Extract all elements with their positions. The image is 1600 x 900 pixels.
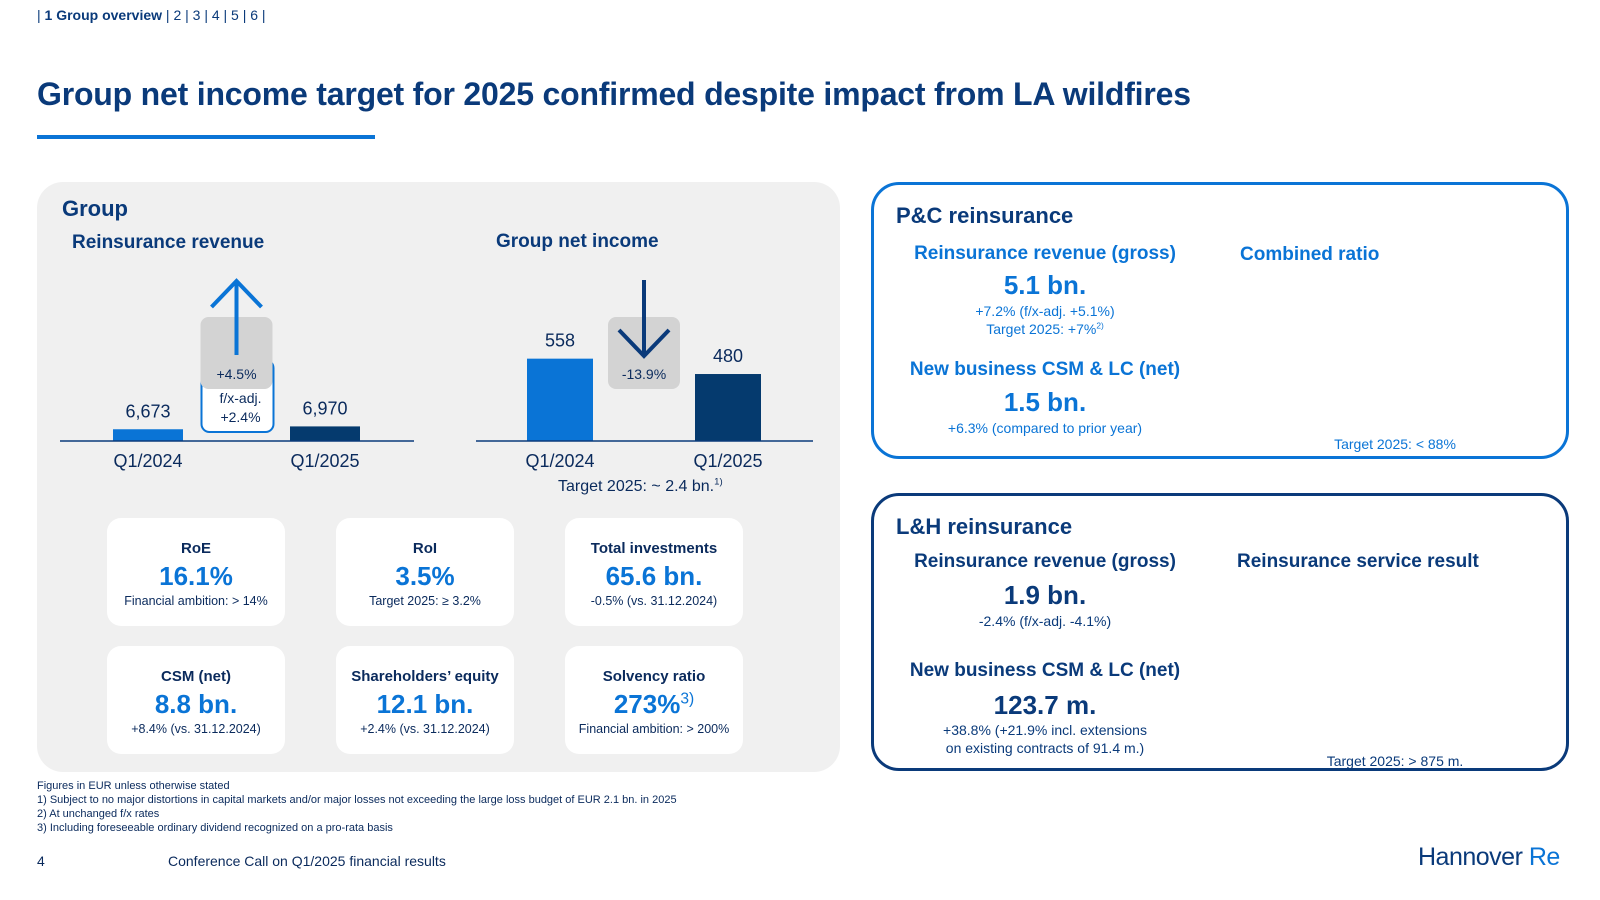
- hannover-re-logo: Hannover Re: [1418, 843, 1560, 871]
- kpi-card-csm: CSM (net) 8.8 bn. +8.4% (vs. 31.12.2024): [107, 646, 285, 754]
- x-tick-label: Q1/2024: [525, 451, 594, 471]
- fx-adjusted-value: +2.4%: [220, 409, 260, 425]
- bar-q1-2024: [527, 358, 593, 441]
- lh-csm-note-1: +38.8% (+21.9% incl. extensions: [943, 722, 1147, 738]
- kpi-card-roe: RoE 16.1% Financial ambition: > 14%: [107, 518, 285, 626]
- kpi-value: 3.5%: [395, 561, 455, 591]
- lh-revenue-note: -2.4% (f/x-adj. -4.1%): [978, 613, 1112, 629]
- income-chart-title: Group net income: [496, 231, 659, 252]
- kpi-label: RoE: [181, 540, 211, 557]
- fx-adjusted-label: f/x-adj.: [219, 390, 261, 406]
- lh-reinsurance-box: [871, 493, 1569, 771]
- pc-csm-value: 1.5 bn.: [1003, 387, 1087, 417]
- pc-csm-label: New business CSM & LC (net): [909, 359, 1181, 380]
- pc-revenue-value: 5.1 bn.: [1003, 270, 1087, 300]
- kpi-note: +8.4% (vs. 31.12.2024): [131, 722, 261, 736]
- lh-csm-label: New business CSM & LC (net): [909, 660, 1181, 681]
- kpi-value: 65.6 bn.: [605, 561, 703, 591]
- lh-revenue-label: Reinsurance revenue (gross): [914, 551, 1176, 572]
- footnote-currency: Figures in EUR unless otherwise stated: [37, 780, 230, 792]
- data-label: 558: [545, 331, 575, 351]
- combined-ratio-target: Target 2025: < 88%: [1334, 436, 1456, 452]
- kpi-note: Financial ambition: > 14%: [124, 594, 268, 608]
- pc-revenue-note: +7.2% (f/x-adj. +5.1%): [975, 303, 1115, 319]
- kpi-card-total-investments: Total investments 65.6 bn. -0.5% (vs. 31…: [565, 518, 743, 626]
- pc-reinsurance-box: [871, 182, 1569, 459]
- bar-q1-2025: [290, 426, 360, 441]
- lh-csm-value: 123.7 m.: [993, 690, 1097, 720]
- kpi-value: 273%3): [613, 689, 695, 719]
- x-tick-label: Q1/2025: [693, 451, 762, 471]
- pc-heading: P&C reinsurance: [896, 203, 1074, 228]
- bar-q1-2025: [695, 374, 761, 441]
- kpi-label: Solvency ratio: [602, 668, 706, 685]
- kpi-note: Target 2025: ≥ 3.2%: [369, 594, 481, 608]
- kpi-value: 8.8 bn.: [154, 689, 238, 719]
- lh-csm-note-2: on existing contracts of 91.4 m.): [945, 740, 1145, 756]
- section-nav: | 1 Group overview | 2 | 3 | 4 | 5 | 6 |: [37, 7, 266, 23]
- kpi-card-shareholders-equity: Shareholders’ equity 12.1 bn. +2.4% (vs.…: [336, 646, 514, 754]
- footnote-1: 1) Subject to no major distortions in ca…: [37, 794, 677, 806]
- kpi-note: +2.4% (vs. 31.12.2024): [360, 722, 490, 736]
- lh-heading: L&H reinsurance: [896, 514, 1073, 539]
- up-arrow-head-icon: [210, 278, 263, 309]
- kpi-label: Shareholders’ equity: [351, 668, 499, 685]
- income-target: Target 2025: ~ 2.4 bn.1): [558, 476, 723, 495]
- pc-revenue-target: Target 2025: +7%2): [986, 320, 1104, 337]
- kpi-value: 12.1 bn.: [376, 689, 474, 719]
- service-result-title: Reinsurance service result: [1237, 551, 1479, 572]
- kpi-card-roi: RoI 3.5% Target 2025: ≥ 3.2%: [336, 518, 514, 626]
- pc-revenue-label: Reinsurance revenue (gross): [914, 243, 1176, 264]
- kpi-note: Financial ambition: > 200%: [578, 722, 730, 736]
- kpi-note: -0.5% (vs. 31.12.2024): [590, 594, 718, 608]
- kpi-card-solvency-ratio: Solvency ratio 273%3) Financial ambition…: [565, 646, 743, 754]
- change-label: -13.9%: [622, 366, 666, 382]
- kpi-label: Total investments: [590, 540, 718, 557]
- page-title: Group net income target for 2025 confirm…: [37, 76, 1191, 112]
- group-heading: Group: [62, 196, 128, 221]
- page-number: 4: [37, 853, 45, 869]
- x-tick-label: Q1/2025: [290, 451, 359, 471]
- kpi-label: RoI: [412, 540, 438, 557]
- pc-csm-note: +6.3% (compared to prior year): [947, 420, 1143, 436]
- nav-others[interactable]: 2 | 3 | 4 | 5 | 6: [173, 7, 259, 23]
- service-result-target: Target 2025: > 875 m.: [1326, 753, 1464, 769]
- title-underline: [37, 135, 375, 139]
- footnote-2: 2) At unchanged f/x rates: [37, 808, 160, 820]
- kpi-value: 16.1%: [159, 561, 233, 591]
- data-label: 480: [713, 346, 743, 366]
- footnote-3: 3) Including foreseeable ordinary divide…: [37, 822, 393, 834]
- change-label: +4.5%: [216, 366, 256, 382]
- data-label: 6,673: [125, 401, 170, 421]
- lh-revenue-value: 1.9 bn.: [1003, 580, 1087, 610]
- conference-call-label: Conference Call on Q1/2025 financial res…: [168, 853, 446, 869]
- revenue-chart-title: Reinsurance revenue: [72, 232, 265, 253]
- kpi-label: CSM (net): [161, 668, 231, 685]
- nav-current[interactable]: 1 Group overview: [44, 7, 163, 23]
- down-arrow-head-icon: [617, 328, 671, 359]
- data-label: 6,970: [302, 398, 347, 418]
- x-tick-label: Q1/2024: [113, 451, 182, 471]
- combined-ratio-title: Combined ratio: [1240, 244, 1380, 265]
- bar-q1-2024: [113, 429, 183, 441]
